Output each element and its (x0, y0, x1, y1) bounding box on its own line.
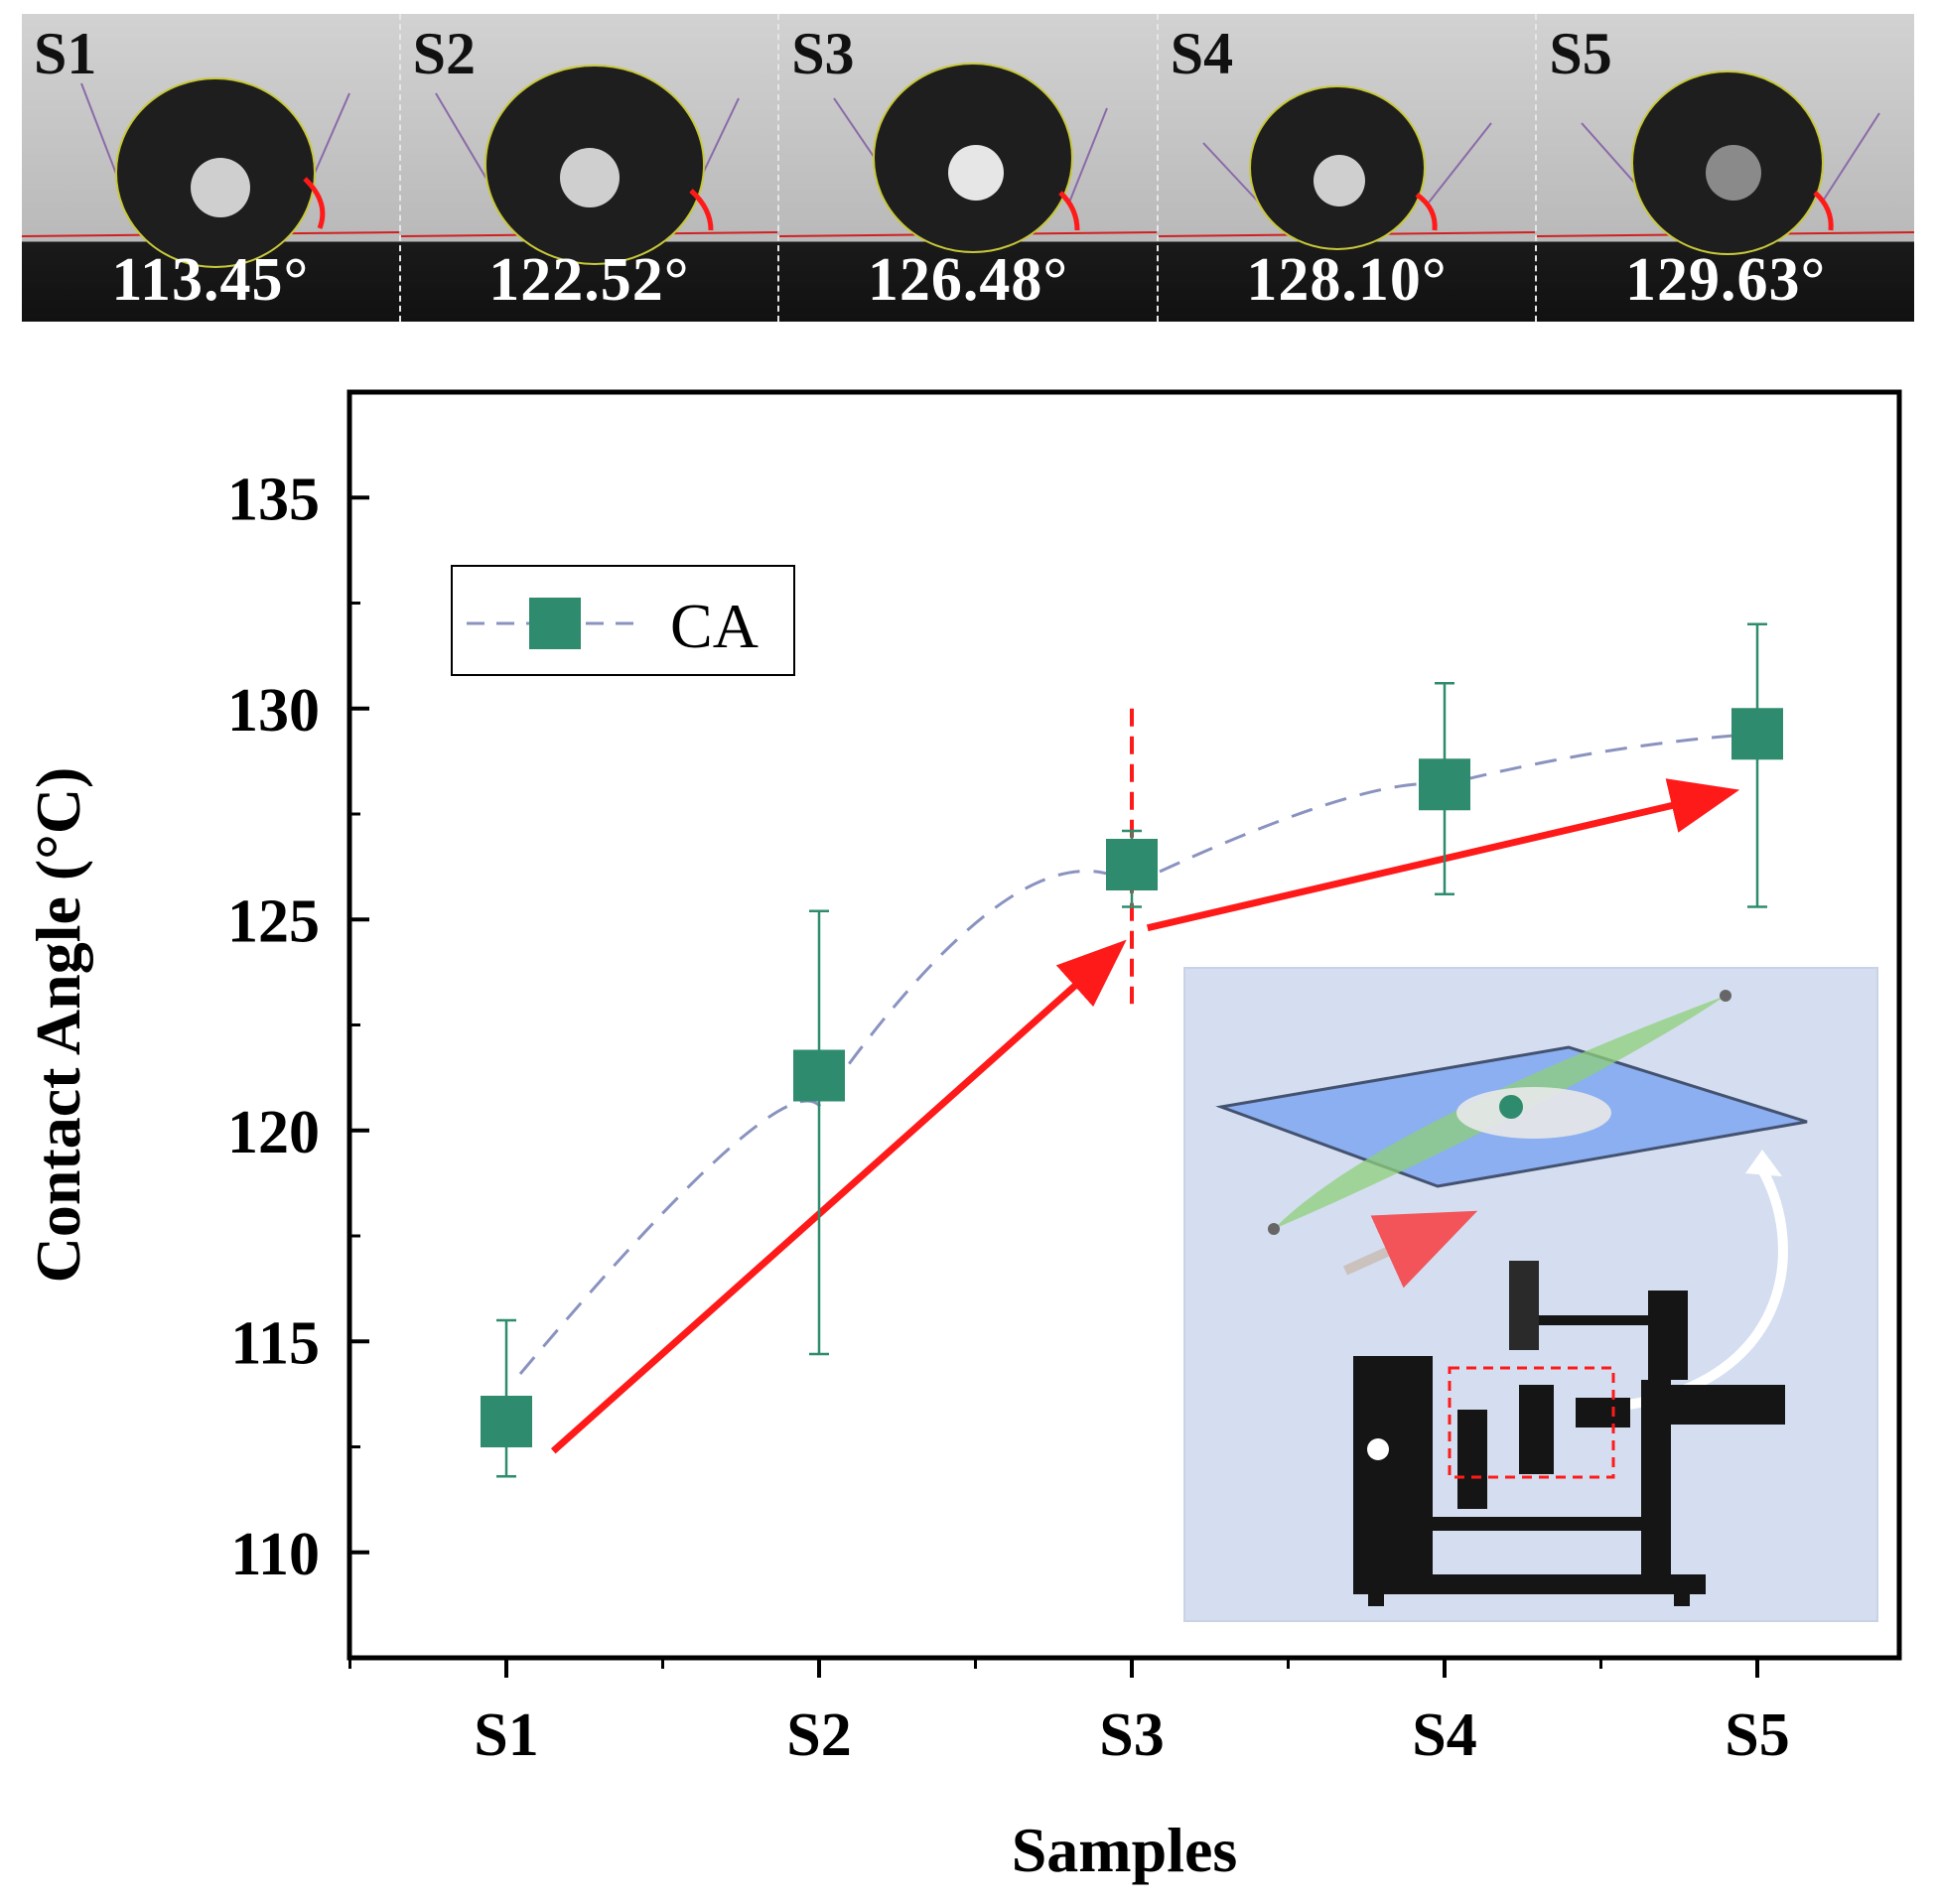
x-axis-title: Samples (1012, 1815, 1238, 1885)
trend-arrow (550, 939, 1127, 1454)
x-tick-label: S4 (1412, 1701, 1476, 1769)
x-tick-label: S5 (1725, 1701, 1789, 1769)
droplet-panel: S3 126.48° (779, 14, 1159, 322)
y-tick-label: 120 (227, 1099, 320, 1166)
data-point (1106, 839, 1158, 890)
x-tick-label: S3 (1099, 1701, 1164, 1769)
panel-angle-value: 128.10° (1246, 246, 1448, 314)
droplet-spot (1456, 1087, 1611, 1139)
contact-angle-chart: 110 115 120 125 130 135 S1 S2 S3 S4 S5 Contact An… (23, 389, 1902, 1885)
panel-label: S3 (791, 21, 855, 86)
panel-angle-value: 122.52° (488, 246, 690, 314)
inset-arrow-icon (1342, 1210, 1478, 1289)
goniometer-instrument-icon (1353, 1261, 1785, 1606)
panel-angle-value: 129.63° (1625, 246, 1827, 314)
panel-angle-value: 113.45° (111, 246, 310, 314)
droplet-panel: S5 129.63° (1537, 14, 1914, 322)
legend: CA (451, 565, 795, 676)
droplet-image (1158, 85, 1536, 250)
droplet-panel: S4 128.10° (1158, 14, 1538, 322)
y-tick-label: 135 (227, 466, 320, 533)
fiber-end (1720, 990, 1731, 1002)
droplet-image-strip: S1 113.45° S2 122.52° S3 126.48° (22, 14, 1914, 322)
legend-box (451, 565, 795, 676)
panel-label: S2 (412, 21, 476, 86)
data-point (481, 1396, 532, 1447)
curved-arrow-head-icon (1745, 1150, 1782, 1176)
goniometer-inset (1183, 967, 1878, 1622)
series-line (518, 732, 1758, 1375)
droplet-panel: S2 122.52° (400, 14, 780, 322)
droplet-image (779, 63, 1157, 253)
data-point (1419, 758, 1470, 811)
data-point (793, 1049, 845, 1102)
y-tick-label: 115 (230, 1309, 320, 1377)
y-tick-label: 125 (227, 887, 320, 955)
y-tick-label: 110 (230, 1521, 320, 1588)
panel-label: S5 (1549, 21, 1612, 86)
trend-arrow (1146, 778, 1740, 932)
panel-angle-value: 126.48° (867, 246, 1069, 314)
data-point (1731, 708, 1783, 760)
droplet-image (400, 65, 778, 265)
droplet-image (22, 77, 399, 268)
panel-label: S1 (34, 21, 97, 86)
y-tick-label: 130 (227, 677, 320, 745)
legend-marker (529, 598, 581, 649)
legend-label: CA (670, 591, 759, 661)
x-tick-label: S1 (474, 1701, 538, 1769)
fiber-end (1268, 1223, 1280, 1235)
panel-label: S4 (1170, 21, 1234, 86)
y-axis-title: Contact Angle (°C) (23, 767, 93, 1284)
droplet-dot (1499, 1095, 1523, 1119)
x-tick-label: S2 (786, 1701, 851, 1769)
droplet-image (1537, 70, 1914, 255)
droplet-panel: S1 113.45° (22, 14, 401, 322)
